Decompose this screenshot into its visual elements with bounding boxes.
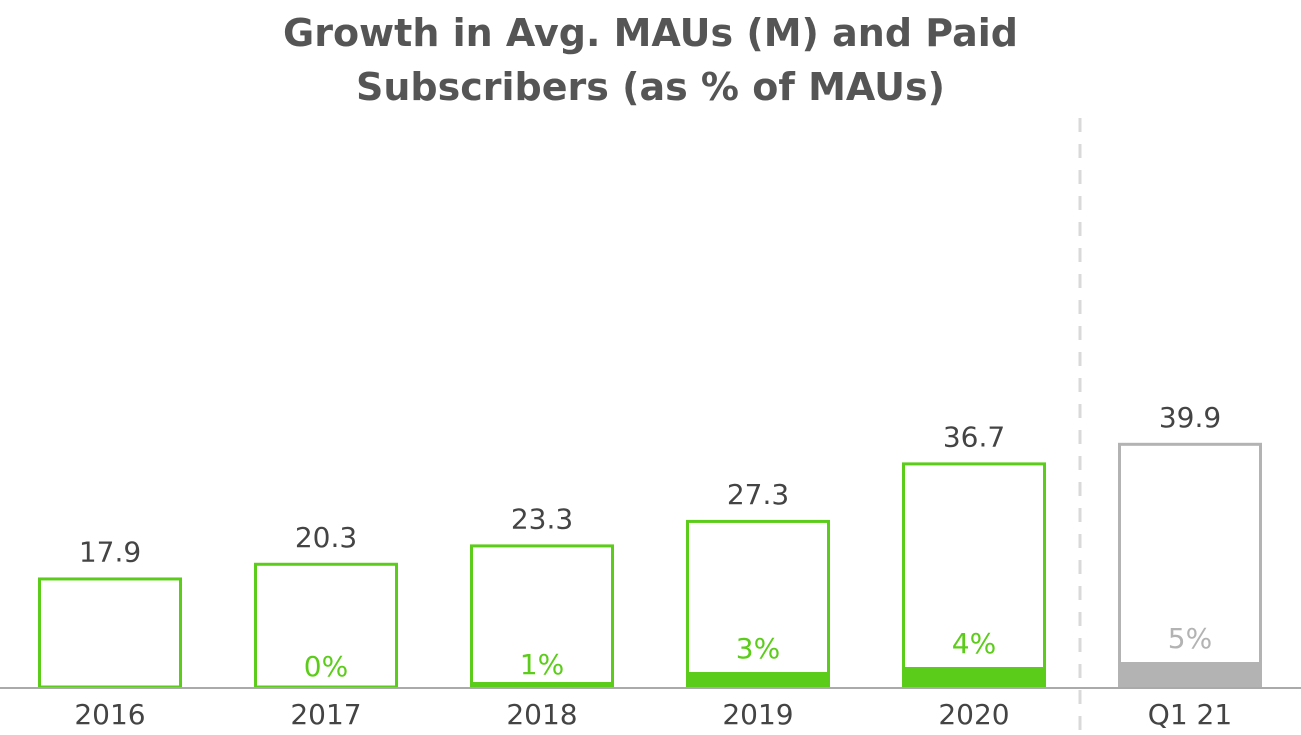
x-tick-label-0: 2016 xyxy=(74,698,145,731)
mau-value-label-5: 39.9 xyxy=(1159,401,1221,434)
chart-title-line-2: Subscribers (as % of MAUs) xyxy=(355,65,946,109)
x-tick-label-4: 2020 xyxy=(938,698,1009,731)
mau-bar-0 xyxy=(38,577,182,689)
paid-pct-label-1: 0% xyxy=(304,650,348,683)
x-tick-label-3: 2019 xyxy=(722,698,793,731)
mau-value-label-0: 17.9 xyxy=(79,535,141,568)
paid-subscriber-fill-4 xyxy=(902,667,1046,687)
paid-subscriber-fill-3 xyxy=(686,672,830,687)
paid-pct-label-2: 1% xyxy=(520,648,564,681)
paid-subscriber-fill-5 xyxy=(1118,662,1262,687)
mau-value-label-2: 23.3 xyxy=(511,502,573,535)
paid-pct-label-5: 5% xyxy=(1168,622,1212,655)
mau-value-label-1: 20.3 xyxy=(295,521,357,554)
x-tick-label-2: 2018 xyxy=(506,698,577,731)
chart-title: Growth in Avg. MAUs (M) and Paid Subscri… xyxy=(0,6,1301,114)
x-tick-label-1: 2017 xyxy=(290,698,361,731)
paid-subscriber-fill-2 xyxy=(470,682,614,687)
mau-value-label-3: 27.3 xyxy=(727,478,789,511)
mau-value-label-4: 36.7 xyxy=(943,420,1005,453)
paid-pct-label-3: 3% xyxy=(736,632,780,665)
paid-pct-label-4: 4% xyxy=(952,627,996,660)
x-tick-label-5: Q1 21 xyxy=(1148,698,1232,731)
chart-title-line-1: Growth in Avg. MAUs (M) and Paid xyxy=(283,11,1018,55)
